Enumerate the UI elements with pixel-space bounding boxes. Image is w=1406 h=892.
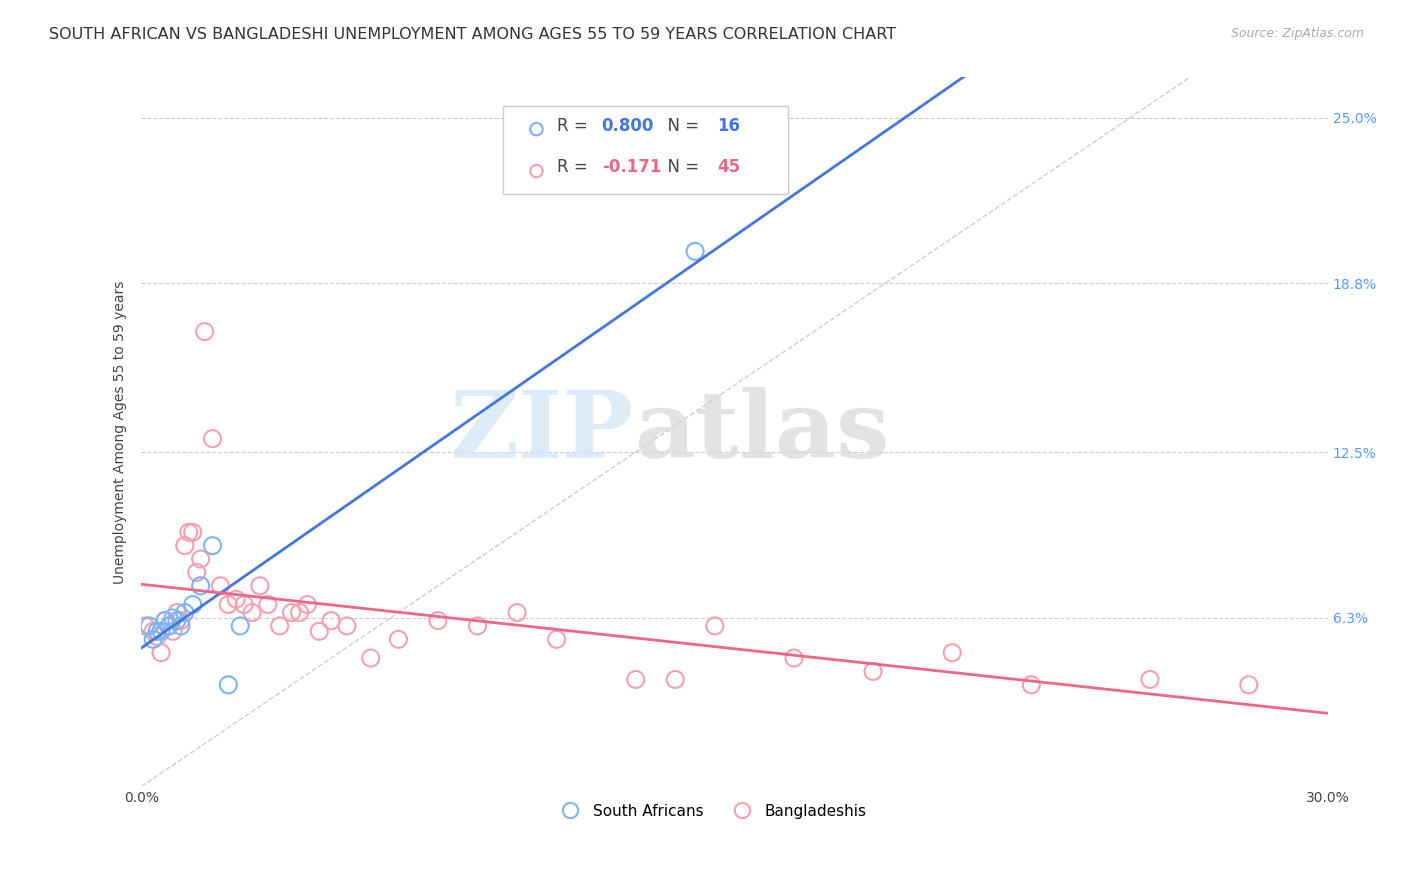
Point (233, 598, 256, 612)
Text: N =: N = (658, 117, 704, 135)
Point (142, 632, 165, 647)
Point (173, 606, 195, 620)
Text: 16: 16 (717, 117, 740, 135)
Point (190, 552, 212, 566)
Point (194, 325, 217, 339)
Point (427, 614, 450, 628)
Point (173, 539, 195, 553)
Point (170, 614, 193, 628)
Point (190, 579, 212, 593)
Point (269, 619, 291, 633)
Point (1019, 678, 1042, 692)
Text: atlas: atlas (634, 387, 889, 477)
Point (467, 619, 489, 633)
Text: N =: N = (658, 159, 704, 177)
Point (257, 598, 280, 612)
Text: ZIP: ZIP (450, 387, 634, 477)
Point (157, 619, 180, 633)
Point (146, 624, 169, 639)
Point (387, 632, 409, 647)
Point (177, 525, 200, 540)
Point (209, 579, 232, 593)
Point (664, 673, 686, 687)
FancyBboxPatch shape (503, 106, 787, 194)
Text: R =: R = (557, 117, 593, 135)
Text: Source: ZipAtlas.com: Source: ZipAtlas.com (1230, 27, 1364, 40)
Point (186, 566, 208, 580)
Point (201, 539, 224, 553)
Point (142, 624, 165, 639)
Point (229, 619, 252, 633)
Point (321, 614, 343, 628)
Point (217, 598, 239, 612)
Point (138, 619, 160, 633)
Point (280, 606, 302, 620)
Point (162, 611, 184, 625)
Point (225, 592, 247, 607)
Point (783, 651, 806, 665)
Point (249, 579, 271, 593)
Point (153, 614, 176, 628)
Point (217, 678, 239, 692)
Point (683, 244, 706, 259)
Point (941, 646, 963, 660)
Point (162, 624, 184, 639)
Point (624, 673, 647, 687)
Point (360, 651, 382, 665)
Point (201, 432, 224, 446)
Point (157, 619, 180, 633)
Point (336, 619, 359, 633)
Y-axis label: Unemployment Among Ages 55 to 59 years: Unemployment Among Ages 55 to 59 years (114, 280, 128, 583)
Point (134, 619, 156, 633)
Point (1237, 678, 1260, 692)
Point (297, 598, 319, 612)
Point (506, 606, 529, 620)
Point (146, 630, 169, 644)
Point (546, 632, 568, 647)
Text: -0.171: -0.171 (602, 159, 661, 177)
Point (170, 619, 193, 633)
Point (1139, 673, 1161, 687)
Point (703, 619, 725, 633)
Point (240, 606, 263, 620)
Point (862, 665, 884, 679)
Point (181, 598, 204, 612)
Text: 45: 45 (717, 159, 740, 177)
Point (181, 525, 204, 540)
Text: SOUTH AFRICAN VS BANGLADESHI UNEMPLOYMENT AMONG AGES 55 TO 59 YEARS CORRELATION : SOUTH AFRICAN VS BANGLADESHI UNEMPLOYMEN… (49, 27, 897, 42)
Point (153, 614, 176, 628)
Legend: South Africans, Bangladeshis: South Africans, Bangladeshis (548, 797, 873, 825)
Text: 0.800: 0.800 (602, 117, 654, 135)
Point (166, 606, 188, 620)
Point (166, 614, 188, 628)
Text: R =: R = (557, 159, 593, 177)
Point (150, 624, 173, 639)
Point (288, 606, 311, 620)
Point (308, 624, 330, 639)
Point (150, 646, 173, 660)
